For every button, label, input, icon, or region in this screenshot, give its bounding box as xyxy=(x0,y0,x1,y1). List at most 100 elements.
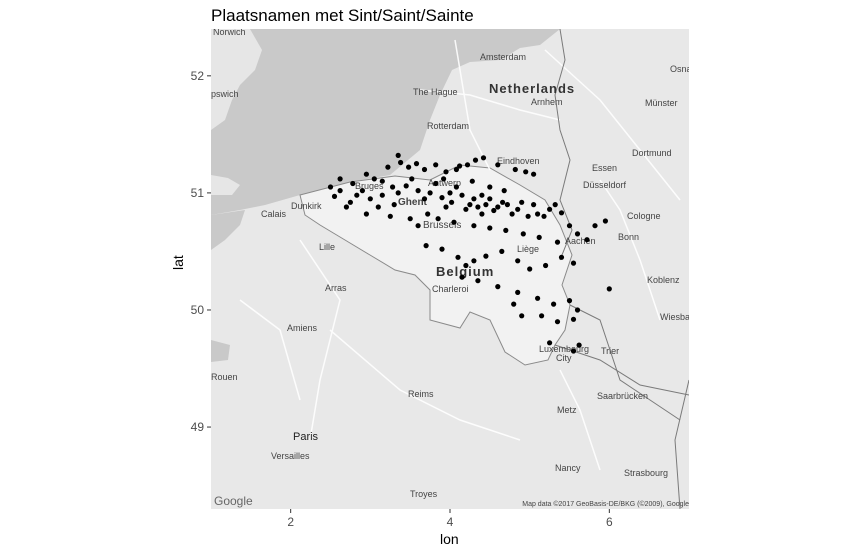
roads xyxy=(239,39,681,471)
label-eindhoven: Eindhoven xyxy=(497,156,540,166)
label-brussels: Brussels xyxy=(423,220,461,231)
data-point xyxy=(471,196,477,202)
data-point xyxy=(509,211,515,217)
data-point xyxy=(453,184,459,190)
label-belgium: Belgium xyxy=(436,264,494,279)
data-point xyxy=(379,192,385,198)
data-point xyxy=(483,202,489,208)
data-point xyxy=(391,202,397,208)
data-point xyxy=(439,195,445,201)
data-point xyxy=(439,246,445,252)
map-attribution: Map data ©2017 GeoBasis-DE/BKG (©2009), … xyxy=(522,500,689,508)
data-point xyxy=(363,171,369,177)
label-strasbourg: Strasbourg xyxy=(624,468,668,478)
data-point xyxy=(453,166,459,173)
data-point xyxy=(487,184,493,190)
label-koblenz: Koblenz xyxy=(647,275,680,285)
label-bruges: Bruges xyxy=(355,181,384,191)
data-point xyxy=(375,204,381,210)
data-point xyxy=(500,199,506,205)
data-point xyxy=(327,184,334,190)
data-point xyxy=(427,190,433,196)
data-point xyxy=(535,295,541,301)
data-point xyxy=(475,204,481,210)
data-point xyxy=(483,253,489,259)
data-point xyxy=(457,163,463,169)
label-norwich: Norwich xyxy=(213,27,246,37)
data-point xyxy=(433,180,439,187)
data-point xyxy=(363,211,369,217)
data-point xyxy=(495,204,501,210)
data-point xyxy=(479,192,485,198)
map-panel: Amsterdam The Hague Rotterdam Arnhem Ein… xyxy=(211,27,692,509)
data-point xyxy=(570,316,577,322)
data-point xyxy=(515,258,521,264)
data-point xyxy=(433,162,439,168)
data-point xyxy=(395,152,401,158)
data-point xyxy=(487,225,493,231)
chart-title: Plaatsnamen met Sint/Saint/Sainte xyxy=(211,6,474,25)
data-point xyxy=(566,223,573,229)
label-troyes: Troyes xyxy=(410,489,438,499)
label-metz: Metz xyxy=(557,405,577,415)
axis-ticks xyxy=(207,75,610,513)
label-ipswich: pswich xyxy=(211,89,239,99)
data-point xyxy=(459,192,465,198)
data-point xyxy=(501,188,507,194)
label-bonn: Bonn xyxy=(618,232,639,242)
data-point xyxy=(390,184,396,190)
label-versailles: Versailles xyxy=(271,451,310,461)
data-point xyxy=(515,206,521,212)
data-point xyxy=(385,164,391,170)
label-reims: Reims xyxy=(408,389,434,399)
data-point xyxy=(441,176,447,182)
data-point xyxy=(512,166,518,173)
data-point xyxy=(535,211,541,217)
label-rotterdam: Rotterdam xyxy=(427,121,469,131)
data-point xyxy=(519,313,525,319)
data-point xyxy=(602,218,609,224)
y-tick-label: 49 xyxy=(191,420,205,434)
data-point xyxy=(511,301,517,307)
data-point xyxy=(592,223,598,229)
data-point xyxy=(531,202,537,208)
label-nancy: Nancy xyxy=(555,463,581,473)
label-dusseldorf: Düsseldorf xyxy=(583,180,627,190)
data-point xyxy=(499,248,505,254)
data-point xyxy=(435,216,441,222)
label-arras: Arras xyxy=(325,283,347,293)
data-point xyxy=(367,196,373,202)
x-tick-label: 4 xyxy=(447,515,454,529)
x-tick-label: 6 xyxy=(606,515,613,529)
label-osna: Osna xyxy=(670,64,692,74)
data-point xyxy=(464,162,471,168)
data-point xyxy=(471,258,477,264)
data-point xyxy=(552,202,558,208)
data-point xyxy=(387,213,393,219)
google-logo: Google xyxy=(214,494,253,508)
data-point xyxy=(451,219,457,225)
data-point xyxy=(543,262,549,269)
label-antwerp: Antwerp xyxy=(428,178,461,188)
data-point xyxy=(519,199,525,205)
data-point xyxy=(527,266,533,272)
label-essen: Essen xyxy=(592,163,617,173)
label-ghent: Ghent xyxy=(398,197,428,208)
y-tick-label: 52 xyxy=(191,69,205,83)
y-tick-label: 50 xyxy=(191,303,205,317)
data-point xyxy=(584,237,590,243)
data-point xyxy=(576,342,582,348)
label-wiesbaden: Wiesba xyxy=(660,312,690,322)
data-point xyxy=(467,202,473,208)
label-dunkirk: Dunkirk xyxy=(291,201,322,211)
data-point xyxy=(536,234,542,240)
data-point xyxy=(570,260,577,266)
data-point xyxy=(487,196,493,202)
data-point xyxy=(407,216,413,222)
data-point xyxy=(423,243,429,249)
data-point xyxy=(449,199,455,205)
data-point xyxy=(504,202,510,208)
data-point xyxy=(525,213,531,219)
data-point xyxy=(574,307,581,313)
